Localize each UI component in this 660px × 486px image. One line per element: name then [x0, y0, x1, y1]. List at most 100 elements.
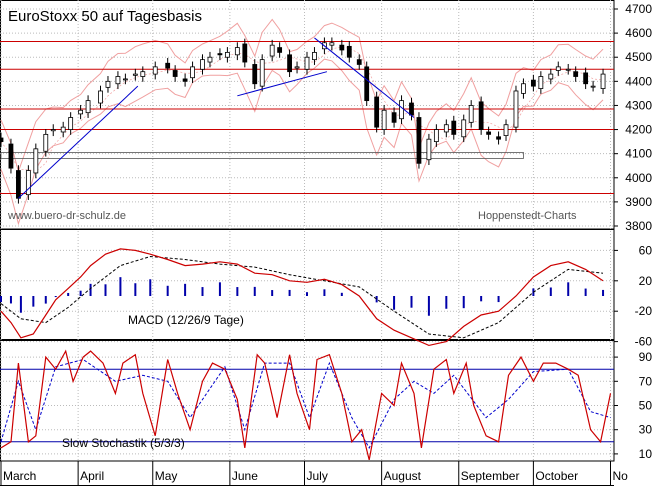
y-tick-label: 90 — [639, 350, 653, 364]
candle-body — [339, 44, 345, 51]
candle-body — [600, 73, 606, 89]
candle-body — [443, 124, 449, 133]
candle-body — [200, 59, 205, 70]
candle-body — [468, 105, 474, 123]
candle-body — [190, 66, 195, 79]
stochastic-k-line — [0, 349, 612, 461]
y-tick-label: 4200 — [625, 123, 652, 137]
candle-body — [269, 44, 275, 57]
y-tick-label: 70 — [639, 374, 653, 388]
y-tick-label: 30 — [639, 423, 653, 437]
y-tick-label: 3900 — [625, 195, 652, 209]
month-label: July — [307, 469, 328, 483]
stochastic-panel — [0, 349, 614, 461]
price-frame — [0, 0, 615, 230]
month-label: March — [3, 469, 36, 483]
trendline — [237, 71, 328, 97]
trendline — [314, 37, 415, 118]
candle-body — [399, 100, 404, 120]
macd-signal-line — [0, 255, 604, 339]
candle-body — [122, 78, 128, 81]
candle-body — [0, 137, 4, 143]
candle-body — [496, 136, 501, 140]
candle-body — [346, 45, 352, 58]
y-tick-label: -60 — [635, 335, 653, 349]
candle-body — [356, 59, 362, 65]
candle-body — [132, 73, 138, 76]
candle-body — [364, 66, 370, 102]
candle-body — [152, 66, 158, 75]
candle-body — [105, 80, 111, 88]
month-label: No — [613, 469, 629, 483]
candle-body — [416, 117, 422, 164]
candle-body — [573, 71, 579, 77]
macd-panel — [0, 248, 605, 347]
macd-line — [0, 248, 604, 347]
watermark-left: www.buero-dr-schulz.de — [7, 210, 126, 222]
candle-body — [182, 78, 188, 82]
candle-body — [78, 109, 84, 115]
candle-body — [409, 102, 414, 116]
month-label: October — [535, 469, 578, 483]
y-tick-label: 50 — [639, 399, 653, 413]
trendline — [18, 85, 139, 199]
stochastic-d-line — [0, 358, 611, 449]
candle-body — [329, 42, 335, 46]
month-label: May — [155, 469, 178, 483]
month-label: June — [232, 469, 258, 483]
candle-body — [60, 126, 66, 133]
bollinger-mid — [0, 46, 604, 172]
candle-body — [252, 64, 258, 85]
month-label: April — [80, 469, 104, 483]
stochastic-frame — [0, 340, 615, 462]
candle-body — [530, 79, 536, 87]
candle-body — [217, 53, 223, 56]
candle-body — [207, 56, 213, 63]
price-panel — [0, 18, 614, 226]
y-tick-label: 4600 — [625, 26, 652, 40]
month-label: August — [384, 469, 422, 483]
candle-body — [374, 96, 380, 128]
candle-body — [513, 90, 519, 128]
candle-body — [548, 73, 554, 80]
y-tick-label: 10 — [639, 447, 653, 461]
y-tick-label: 60 — [639, 243, 653, 257]
candle-body — [172, 70, 178, 77]
stochastic-title: Slow Stochastik (5/3/3) — [62, 436, 185, 450]
candle-body — [433, 129, 439, 143]
candle-body — [304, 56, 310, 70]
candle-body — [8, 143, 14, 169]
y-tick-label: 20 — [639, 274, 653, 288]
y-tick-label: 4700 — [625, 2, 652, 16]
y-tick-label: 3800 — [625, 219, 652, 233]
candle-body — [242, 43, 248, 63]
candle-body — [521, 83, 526, 94]
y-tick-label: 4400 — [625, 74, 652, 88]
candle-body — [259, 59, 265, 87]
macd-frame — [0, 229, 615, 340]
month-label: September — [461, 469, 520, 483]
y-tick-label: -20 — [635, 304, 653, 318]
candle-body — [277, 47, 283, 53]
y-tick-label: 4500 — [625, 50, 652, 64]
candle-body — [451, 120, 457, 135]
candle-body — [287, 54, 292, 73]
candle-body — [234, 47, 240, 56]
candle-body — [555, 66, 561, 71]
candle-body — [294, 66, 300, 69]
candle-body — [503, 124, 509, 136]
candle-body — [583, 72, 589, 85]
candle-body — [115, 76, 121, 85]
candle-body — [312, 52, 317, 61]
candle-body — [68, 117, 74, 130]
macd-title: MACD (12/26/9 Tage) — [128, 313, 244, 327]
candle-body — [140, 71, 146, 77]
watermark-right: Hoppenstedt-Charts — [478, 210, 577, 222]
candle-body — [33, 148, 39, 174]
candle-body — [98, 90, 103, 104]
bollinger-upper — [0, 18, 604, 174]
candle-body — [381, 109, 387, 130]
